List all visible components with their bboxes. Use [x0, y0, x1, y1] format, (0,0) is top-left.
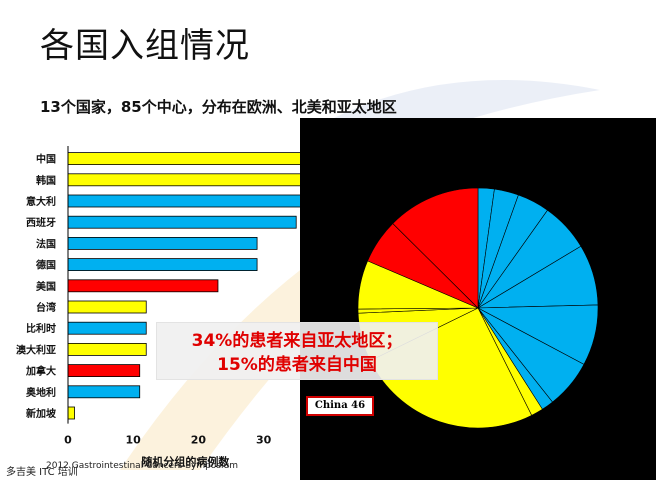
footer-source-text: 2012 Gastrointestinal Cancers Symposium: [46, 461, 238, 471]
callout-line-1: 34%的患者来自亚太地区；: [191, 331, 403, 351]
x-axis-label: 随机分组的病例数: [141, 455, 230, 469]
bar-2: [67, 194, 300, 208]
bar-6: [67, 279, 219, 293]
bar-category-label: 法国: [36, 237, 56, 250]
bar-0: [67, 152, 300, 166]
callout-line-2: 15%的患者来自中国: [217, 355, 377, 375]
asia-pacific-callout: 34%的患者来自亚太地区； 15%的患者来自中国: [156, 322, 438, 380]
x-tick-label: 10: [126, 434, 142, 447]
bar-category-label: 台湾: [36, 301, 56, 314]
bar-category-label: 中国: [36, 153, 56, 166]
x-tick-label: 20: [191, 434, 207, 447]
bar-category-label: 美国: [36, 280, 56, 293]
page-title: 各国入组情况: [40, 26, 250, 66]
page-subtitle: 13个国家，85个中心，分布在欧洲、北美和亚太地区: [40, 98, 397, 116]
bar-8: [67, 321, 147, 335]
bar-7: [67, 300, 147, 314]
bar-4: [67, 237, 258, 250]
pie-slice-14: [392, 187, 479, 309]
enrollment-pie-chart: [357, 187, 599, 429]
bar-5: [67, 258, 258, 271]
bar-category-label: 意大利: [26, 195, 56, 208]
footer-left-text: 多吉美 ITC 培训: [6, 467, 78, 478]
x-tick-label: 0: [64, 434, 72, 447]
bar-category-label: 韩国: [36, 174, 56, 187]
bar-9: [67, 342, 147, 356]
china-label-box: China 46: [306, 396, 374, 416]
bar-11: [67, 385, 141, 399]
bar-category-label: 澳大利亚: [16, 343, 56, 356]
bar-category-label: 奥地利: [26, 386, 56, 399]
bar-3: [67, 215, 297, 229]
bar-1: [67, 173, 300, 187]
bar-category-label: 德国: [35, 259, 56, 272]
bar-category-label: 比利时: [26, 322, 56, 335]
bar-category-label: 西班牙: [26, 216, 56, 229]
bar-category-label: 新加坡: [26, 407, 57, 420]
bar-12: [67, 406, 75, 420]
bar-10: [67, 364, 141, 378]
bar-category-label: 加拿大: [25, 365, 56, 378]
x-tick-label: 30: [256, 434, 272, 447]
